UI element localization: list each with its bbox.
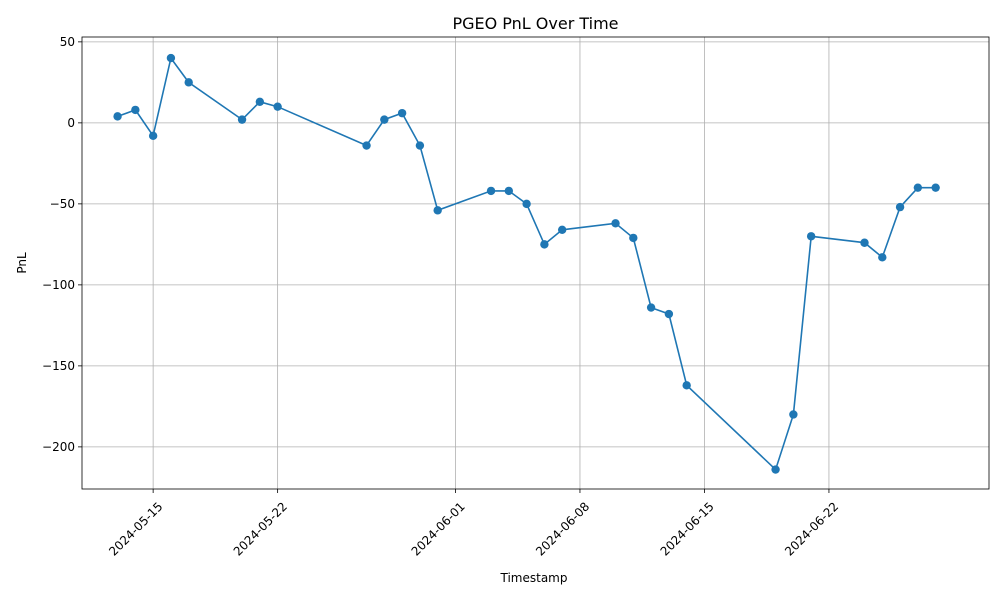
data-point [166,53,176,63]
data-point [433,206,442,215]
data-point [380,115,389,124]
data-point [255,97,265,107]
plot-area-frame [81,36,990,490]
data-point [771,465,780,474]
data-point [878,253,887,262]
data-point [131,105,140,115]
y-tick-label: −200 [42,440,75,454]
data-point [540,240,549,249]
data-point [184,78,193,87]
data-point [895,202,905,212]
data-point [557,225,567,234]
data-point [913,183,923,192]
pnl-series-points [113,53,940,474]
data-point [237,115,247,124]
x-tick-label: 2024-06-15 [658,499,717,558]
data-point [664,309,674,319]
data-point [397,108,407,118]
data-point [113,112,122,121]
data-point [789,410,798,419]
data-point [415,141,425,150]
x-tick-label: 2024-05-15 [106,499,165,558]
data-point [486,186,496,196]
y-tick-label: 0 [67,116,75,130]
data-point [682,381,691,390]
axes: 50 0 −50 −100 −150 −200 2024-05-15 2024-05-22 20… [42,35,841,559]
x-tick-label: 2024-06-08 [533,499,592,558]
y-tick-label: 50 [60,35,75,49]
data-point [931,183,940,192]
x-tick-label: 2024-06-01 [409,499,468,558]
data-point [611,219,620,228]
grid-lines [82,37,989,489]
x-tick-label: 2024-05-22 [231,499,290,558]
data-point [522,199,531,209]
data-point [148,131,158,141]
data-point [860,238,869,247]
data-point [806,232,816,241]
chart-title: PGEO PnL Over Time [452,14,618,33]
data-point [273,102,282,111]
y-tick-label: −100 [42,278,75,292]
data-point [629,233,638,243]
data-point [362,141,371,150]
y-tick-label: −150 [42,359,75,373]
data-point [504,186,514,196]
data-point [646,303,656,312]
y-axis-label: PnL [15,252,29,274]
x-axis-label: Timestamp [500,571,568,585]
x-tick-label: 2024-06-22 [782,499,841,558]
y-tick-label: −50 [50,197,75,211]
